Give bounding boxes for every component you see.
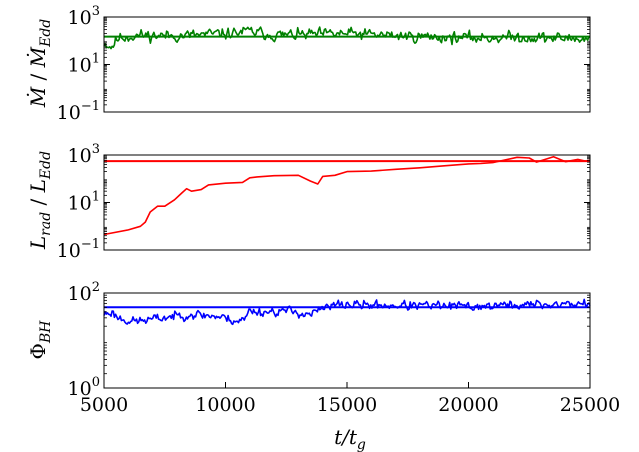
series-line-phi [103,298,591,326]
xtick-label: 10000 [195,394,255,416]
axes-frame-mdot [103,16,591,113]
xtick-label: 5000 [80,394,128,416]
axes-frame-lrad [103,154,591,251]
ytick-label-mdot: 103 [68,4,100,29]
series-line-mdot [103,26,591,50]
ylabel-mdot: Ṁ / ṀEdd [26,19,54,109]
panel-phi: 100 102 [68,280,591,400]
ytick-label-lrad: 10−1 [57,237,100,262]
ytick-label-lrad: 103 [68,142,100,167]
ytick-label-mdot: 10−1 [57,99,100,124]
ylabel-phi: ΦBH [26,320,54,360]
panel-lrad: 10−1 101 103 [57,142,591,262]
panel-mdot: 10−1 101 103 [57,4,591,124]
x-axis: 5000 10000 15000 20000 25000 [80,382,620,416]
ytick-label-phi: 100 [68,375,100,400]
xtick-label: 15000 [317,394,377,416]
ytick-label-phi: 102 [68,280,100,305]
ytick-label-lrad: 101 [68,190,100,215]
xtick-label: 25000 [560,394,620,416]
ytick-label-mdot: 101 [68,52,100,77]
xtick-label: 20000 [438,394,498,416]
xlabel: t/tg [334,425,366,452]
series-line-lrad [103,155,591,236]
ylabel-lrad: Lrad / LEdd [26,151,54,250]
